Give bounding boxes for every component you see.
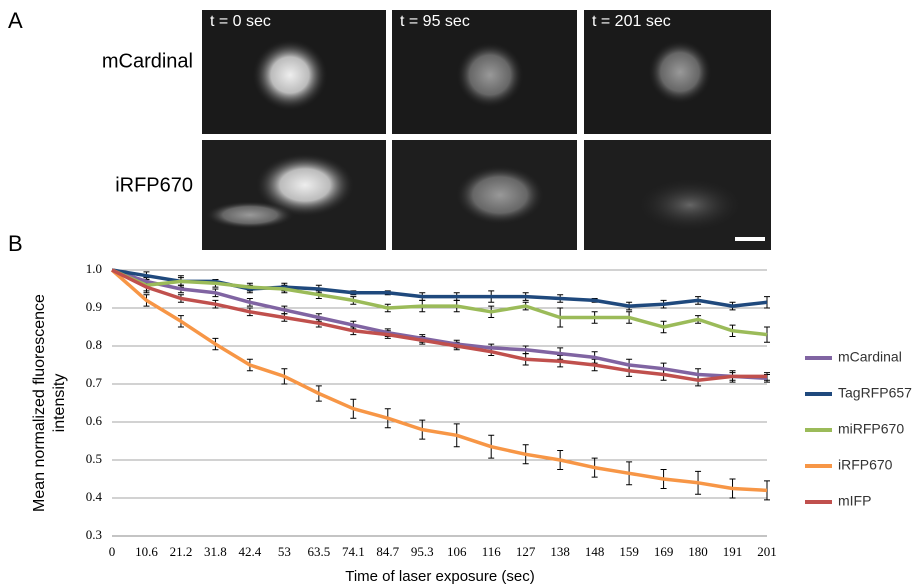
panel-label: A [8,8,23,33]
x-tick-label: 53 [278,544,291,559]
x-tick-label: 169 [654,544,674,559]
x-tick-label: 63.5 [307,544,330,559]
series-line [110,268,768,493]
x-axis-title: Time of laser exposure (sec) [345,568,535,585]
y-tick-label: 0.4 [86,489,103,504]
micrographs [202,10,771,250]
y-tick-label: 0.9 [86,299,102,314]
legend-label: miRFP670 [838,421,904,437]
x-tick-label: 31.8 [204,544,227,559]
cell [455,165,545,225]
x-tick-label: 116 [482,544,502,559]
time-label: t = 0 sec [210,13,271,30]
series-line [111,268,767,382]
panel-label: B [8,231,23,256]
cell [255,153,355,217]
y-tick-label: 0.7 [86,375,103,390]
x-tick-label: 95.3 [411,544,434,559]
cell [648,40,712,104]
x-tick-label: 84.7 [376,544,399,559]
x-tick-label: 138 [550,544,570,559]
x-tick-label: 127 [516,544,536,559]
y-tick-label: 0.8 [86,337,102,352]
x-tick-label: 191 [723,544,743,559]
x-tick-label: 10.6 [135,544,158,559]
legend-label: mCardinal [838,349,902,365]
y-axis-title: intensity [51,374,68,433]
legend-label: iRFP670 [838,457,893,473]
x-tick-label: 159 [619,544,639,559]
x-tick-label: 201 [757,544,777,559]
y-tick-label: 0.5 [86,451,102,466]
x-tick-label: 74.1 [342,544,365,559]
cell [252,39,328,111]
y-tick-label: 1.0 [86,261,102,276]
time-label: t = 95 sec [400,13,470,30]
row-label: iRFP670 [115,174,193,196]
x-tick-label: 180 [688,544,708,559]
x-tick-label: 106 [447,544,467,559]
x-tick-label: 148 [585,544,605,559]
time-label: t = 201 sec [592,13,671,30]
y-tick-label: 0.3 [86,527,102,542]
series-line [111,268,768,381]
cell [635,177,745,233]
legend-label: TagRFP657 [838,385,912,401]
series-line [111,268,768,308]
series-line [111,268,768,337]
x-tick-label: 21.2 [170,544,193,559]
legend-label: mIFP [838,493,871,509]
y-axis-title: Mean normalized fluorescence [31,294,48,512]
row-label: mCardinal [102,50,193,72]
cell [205,201,295,229]
y-tick-label: 0.6 [86,413,103,428]
cell [456,42,524,108]
x-tick-label: 0 [109,544,116,559]
x-tick-label: 42.4 [239,544,262,559]
